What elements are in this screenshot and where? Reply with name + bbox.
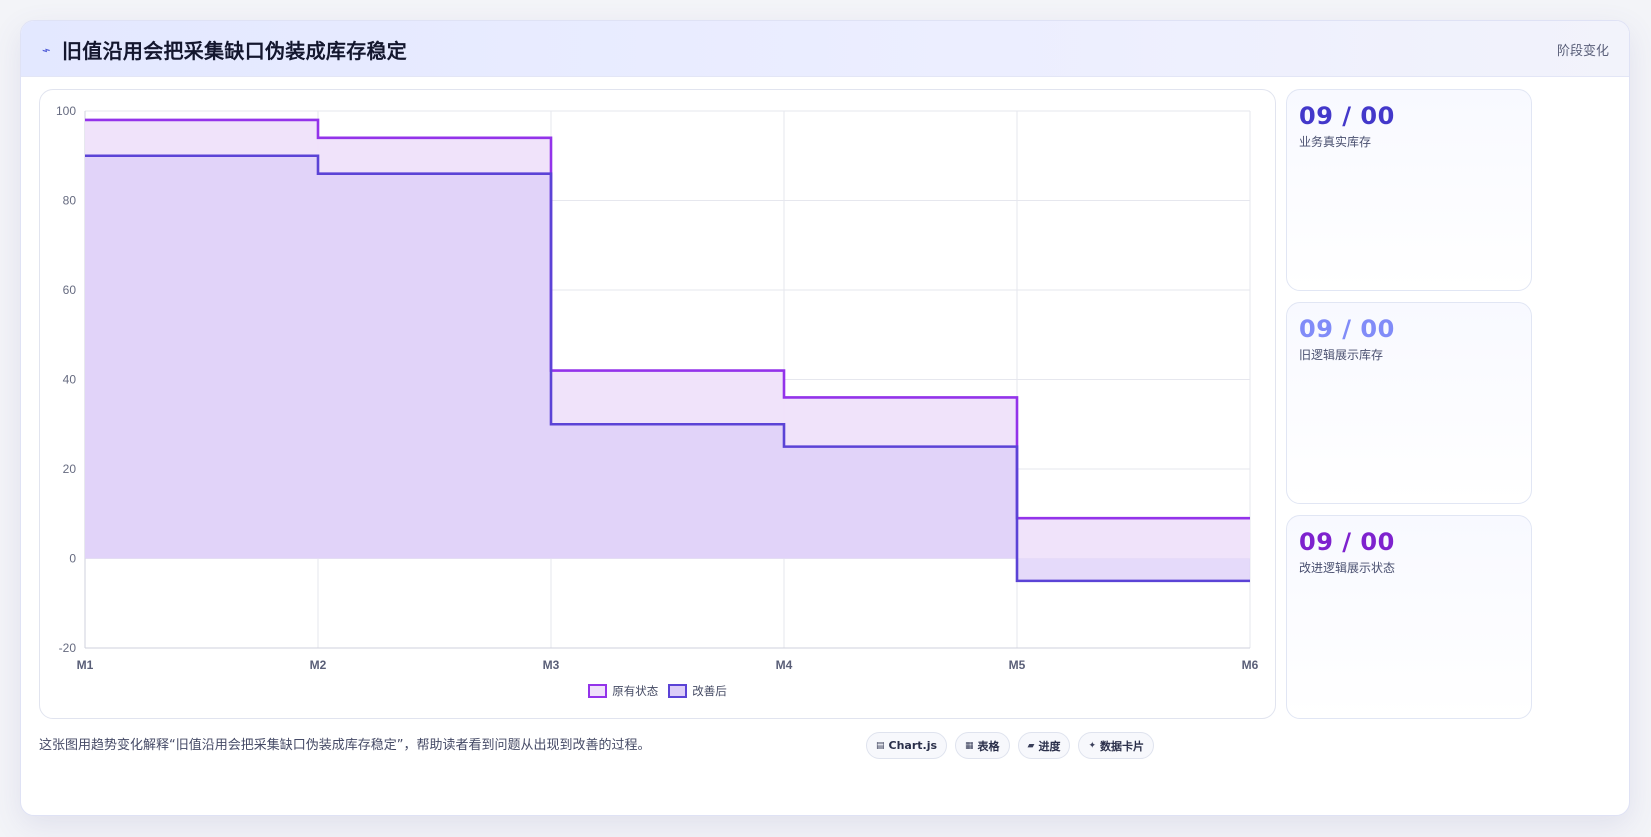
series-area-1	[85, 155, 1250, 581]
stage-change-tag: 阶段变化	[1556, 44, 1609, 59]
legend-swatch-improved	[668, 684, 688, 698]
y-tick-label: 40	[63, 373, 77, 387]
title-wrap: ⌁ 旧值沿用会把采集缺口伪装成库存稳定	[40, 35, 408, 64]
chart-panel: 100 80 60 40 20 0 -20 M1 M2 M3 M4 M5 M6 原有状态 改善后	[39, 89, 1276, 719]
stat-card-real-inventory: 09 / 00 业务真实库存	[1286, 89, 1532, 291]
chip-table[interactable]: ▦ 表格	[955, 732, 1010, 759]
stat-label: 业务真实库存	[1299, 135, 1372, 149]
chip-label: 进度	[1038, 739, 1061, 753]
stat-label: 旧逻辑展示库存	[1299, 348, 1384, 362]
main-card: ⌁ 旧值沿用会把采集缺口伪装成库存稳定 阶段变化 100 80 60 40 20 0 -20…	[20, 20, 1630, 816]
stat-value: 09 / 00	[1299, 102, 1395, 130]
chip-label: 数据卡片	[1100, 739, 1145, 753]
legend-label-original: 原有状态	[612, 684, 659, 698]
legend-label-improved: 改善后	[692, 684, 727, 698]
x-tick-label: M4	[776, 658, 793, 672]
legend-item-improved[interactable]: 改善后	[668, 683, 727, 699]
y-tick-label: 100	[56, 104, 76, 118]
series-line-1	[85, 154, 1250, 583]
x-tick-label: M1	[77, 658, 94, 672]
y-tick-label: 60	[63, 283, 77, 297]
card-header: ⌁ 旧值沿用会把采集缺口伪装成库存稳定 阶段变化	[21, 21, 1629, 77]
chip-data-cards[interactable]: ✦ 数据卡片	[1078, 732, 1155, 759]
chip-label: Chart.js	[888, 739, 938, 752]
stat-value: 09 / 00	[1299, 315, 1395, 343]
y-tick-label: -20	[59, 641, 77, 655]
legend-item-original[interactable]: 原有状态	[588, 683, 658, 699]
legend-swatch-original	[588, 684, 608, 698]
stat-card-new-logic: 09 / 00 改进逻辑展示状态	[1286, 515, 1532, 719]
chip-row: ▤ Chart.js ▦ 表格 ▰ 进度 ✦ 数据卡片	[866, 732, 1155, 759]
x-tick-label: M2	[310, 658, 327, 672]
stat-label: 改进逻辑展示状态	[1299, 561, 1396, 575]
stat-card-old-logic: 09 / 00 旧逻辑展示库存	[1286, 302, 1532, 504]
x-tick-label: M6	[1242, 658, 1259, 672]
table-icon: ▦	[965, 740, 974, 751]
chip-progress[interactable]: ▰ 进度	[1017, 732, 1071, 759]
stat-value: 09 / 00	[1299, 528, 1395, 556]
sparkle-icon: ✦	[1088, 740, 1097, 751]
chart-legend: 原有状态 改善后	[40, 683, 1275, 699]
chart-caption: 这张图用趋势变化解释“旧值沿用会把采集缺口伪装成库存稳定”，帮助读者看到问题从出…	[39, 738, 651, 753]
y-tick-label: 0	[69, 552, 76, 566]
chart-icon: ▤	[876, 740, 885, 751]
x-tick-label: M5	[1009, 658, 1026, 672]
x-tick-label: M3	[543, 658, 560, 672]
chip-label: 表格	[977, 739, 1000, 753]
y-tick-label: 80	[63, 194, 77, 208]
chip-chartjs[interactable]: ▤ Chart.js	[866, 732, 948, 759]
trend-icon: ⌁	[40, 41, 53, 60]
progress-icon: ▰	[1027, 740, 1035, 751]
y-tick-label: 20	[63, 462, 77, 476]
page-title: 旧值沿用会把采集缺口伪装成库存稳定	[62, 39, 408, 63]
